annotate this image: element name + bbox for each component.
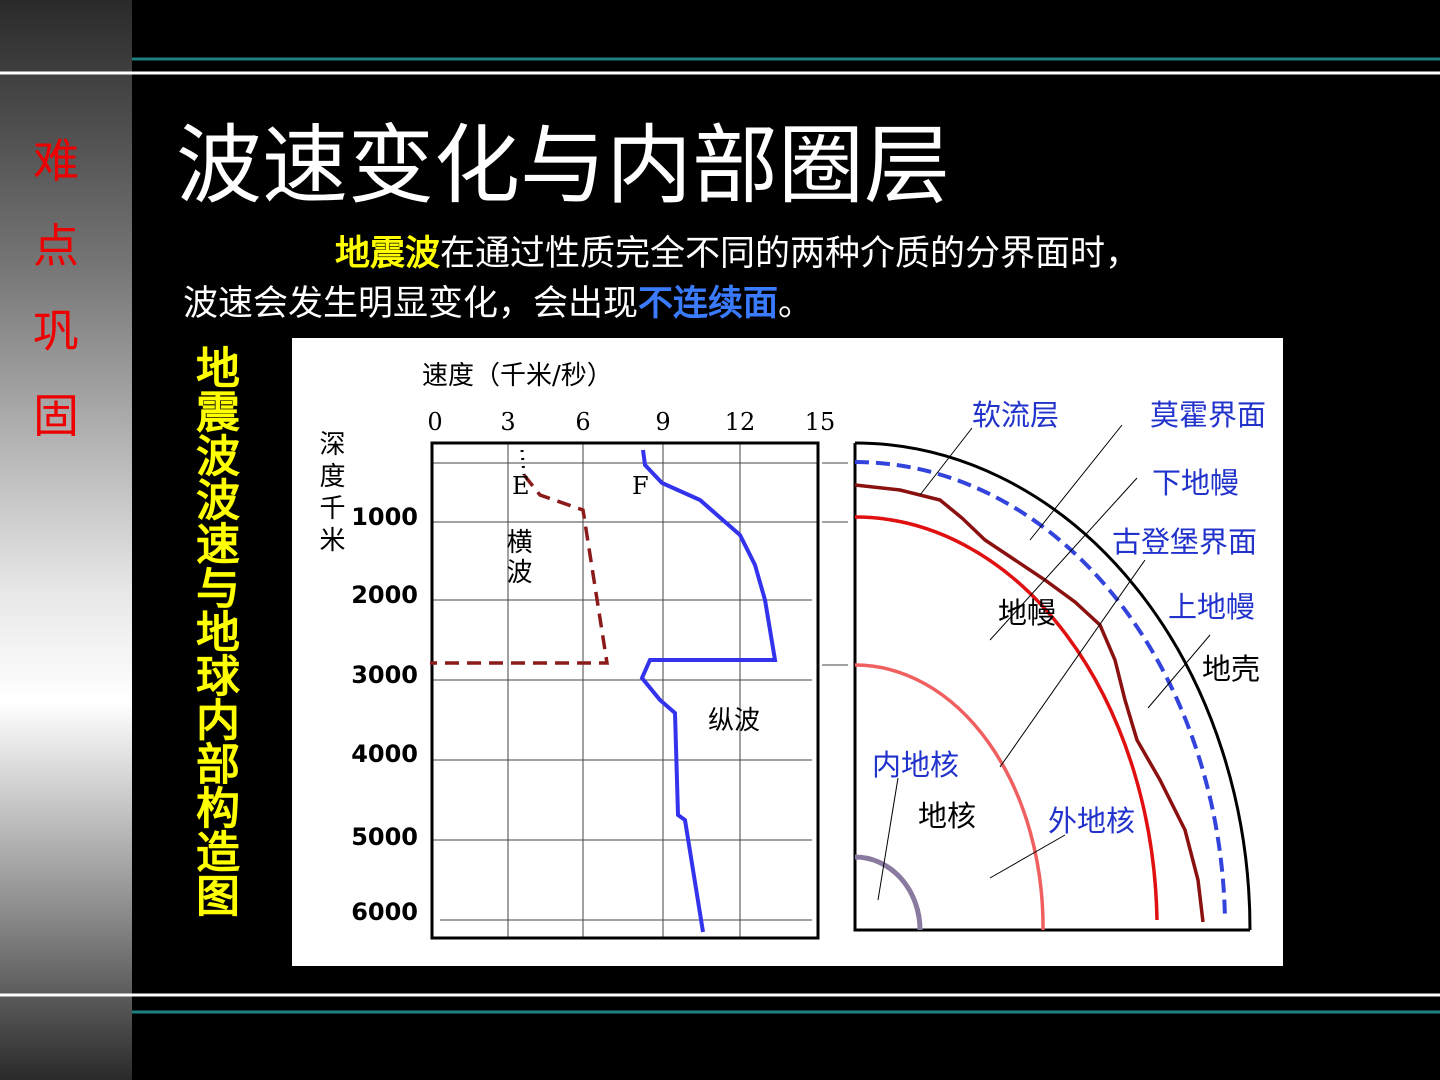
layer-label: 下地幔 xyxy=(1152,466,1240,500)
side-caption: 地震波波速与地球内部构造图 xyxy=(188,345,239,917)
layer-label: 上地幔 xyxy=(1168,590,1256,624)
layer-label: 外地核 xyxy=(1048,804,1136,838)
velocity-tick-label: 3 xyxy=(500,408,516,436)
velocity-tick-label: 0 xyxy=(427,408,443,436)
depth-tick-label: 5000 xyxy=(351,823,418,851)
intro-line: 波速会发生明显变化，会出现不连续面。 xyxy=(183,275,813,326)
highlight: 地震波 xyxy=(335,234,441,274)
sidebar-label: 点 xyxy=(33,219,79,273)
wave-label: 纵波 xyxy=(708,706,761,736)
grid xyxy=(432,443,818,938)
text: 在通过性质完全不同的两种介质的分界面时， xyxy=(440,234,1141,274)
depth-tick-label: 4000 xyxy=(351,740,418,768)
sidebar-label: 巩 xyxy=(33,304,79,358)
title: 波速变化与内部圈层 xyxy=(176,116,950,216)
wave-label: 横波 xyxy=(502,528,532,588)
p-wave xyxy=(639,449,778,933)
plot-frame xyxy=(430,441,820,940)
axis-title: 深度千米 xyxy=(315,430,345,558)
depth-tick-label: 3000 xyxy=(351,661,418,689)
sidebar-label: 难 xyxy=(33,134,79,188)
text: 。 xyxy=(778,284,814,324)
sidebar-label: 固 xyxy=(33,389,79,443)
layer-label: 古登堡界面 xyxy=(1112,525,1258,559)
leader-lines xyxy=(877,424,1211,901)
velocity-tick-label: 6 xyxy=(575,408,591,436)
sidebar xyxy=(0,0,132,1080)
wave-label: E xyxy=(512,472,530,500)
s-wave xyxy=(430,473,610,665)
layer-label: 地壳 xyxy=(1202,652,1261,686)
axis-title: 速度（千米/秒） xyxy=(422,361,613,391)
velocity-tick-label: 9 xyxy=(655,408,671,436)
text: 波速会发生明显变化，会出现 xyxy=(183,284,639,324)
layer-label: 地幔 xyxy=(998,596,1057,630)
intro-line: 地震波在通过性质完全不同的两种介质的分界面时， xyxy=(335,225,1140,276)
layer-label: 软流层 xyxy=(972,398,1060,432)
depth-tick-label: 1000 xyxy=(351,503,418,531)
depth-tick-label: 2000 xyxy=(351,581,418,609)
earth-section xyxy=(853,441,1252,932)
layer-label: 内地核 xyxy=(872,748,960,782)
velocity-tick-label: 15 xyxy=(804,408,836,436)
ticks xyxy=(822,462,848,666)
layer-label: 地核 xyxy=(918,799,977,833)
wave-label: F xyxy=(632,472,649,500)
layer-label: 莫霍界面 xyxy=(1150,398,1267,432)
velocity-tick-label: 12 xyxy=(724,408,756,436)
highlight: 不连续面 xyxy=(638,284,779,324)
depth-tick-label: 6000 xyxy=(351,898,418,926)
